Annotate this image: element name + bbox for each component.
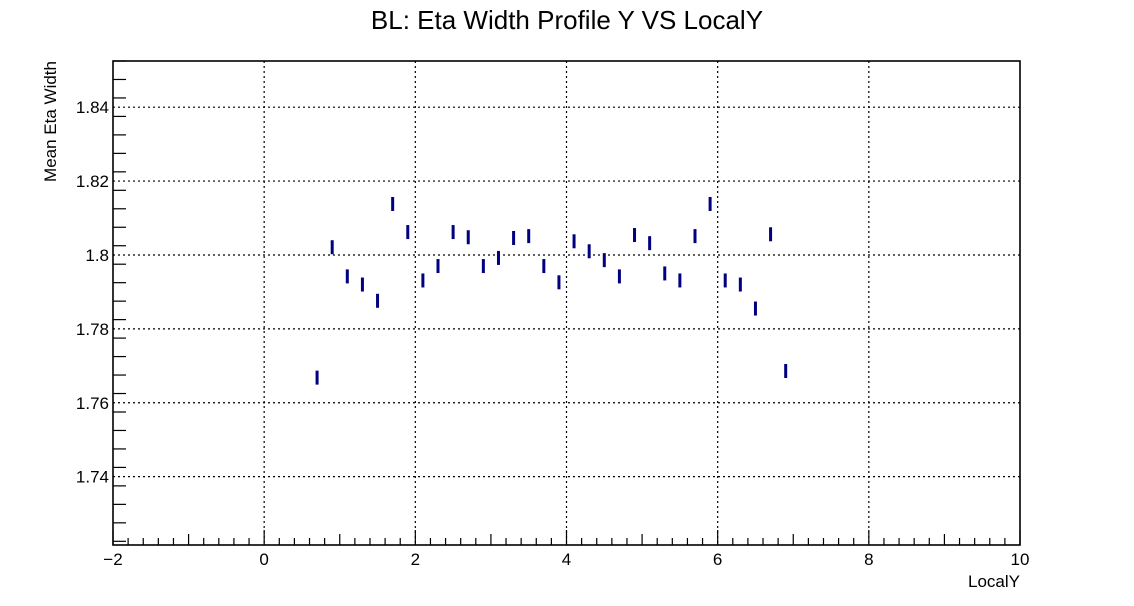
plot-frame bbox=[112, 60, 1021, 546]
data-point bbox=[542, 259, 546, 274]
data-point bbox=[481, 259, 485, 274]
x-tick-label: 4 bbox=[562, 550, 571, 569]
x-tick-label: 6 bbox=[713, 550, 722, 569]
tick-labels: −2 0 2 4 6 8 10 1.74 1.76 1.78 1.8 1.82 1.84 bbox=[76, 98, 1030, 569]
data-point bbox=[663, 266, 667, 281]
data-point bbox=[693, 229, 697, 244]
y-tick-label: 1.78 bbox=[76, 320, 109, 339]
data-point bbox=[451, 225, 455, 240]
data-point bbox=[738, 277, 742, 292]
data-point bbox=[406, 225, 410, 240]
data-point bbox=[784, 363, 788, 378]
data-point bbox=[315, 370, 319, 385]
y-tick-label: 1.8 bbox=[85, 246, 109, 265]
data-point bbox=[436, 259, 440, 274]
x-axis-title: LocalY bbox=[968, 572, 1020, 591]
y-axis-title: Mean Eta Width bbox=[41, 61, 60, 182]
data-point bbox=[587, 244, 591, 259]
data-point bbox=[678, 273, 682, 288]
data-point bbox=[723, 273, 727, 288]
x-tick-label: −2 bbox=[103, 550, 122, 569]
y-tick-label: 1.84 bbox=[76, 98, 109, 117]
data-point bbox=[557, 275, 561, 290]
data-point bbox=[360, 277, 364, 292]
data-point bbox=[527, 229, 531, 244]
data-point bbox=[345, 269, 349, 284]
grid bbox=[113, 61, 1020, 545]
data-point bbox=[617, 269, 621, 284]
data-point bbox=[391, 196, 395, 211]
data-point bbox=[496, 250, 500, 265]
data-point bbox=[708, 196, 712, 211]
data-points bbox=[315, 196, 788, 385]
data-point bbox=[753, 301, 757, 316]
x-tick-label: 8 bbox=[864, 550, 873, 569]
data-point bbox=[330, 240, 334, 255]
data-point bbox=[376, 293, 380, 308]
y-tick-label: 1.74 bbox=[76, 468, 109, 487]
data-point bbox=[648, 236, 652, 251]
data-point bbox=[633, 228, 637, 243]
y-tick-label: 1.76 bbox=[76, 394, 109, 413]
chart-title: BL: Eta Width Profile Y VS LocalY bbox=[371, 5, 763, 35]
x-tick-label: 0 bbox=[259, 550, 268, 569]
x-tick-label: 2 bbox=[411, 550, 420, 569]
x-tick-label: 10 bbox=[1011, 550, 1030, 569]
data-point bbox=[602, 253, 606, 268]
data-point bbox=[421, 273, 425, 288]
y-tick-label: 1.82 bbox=[76, 172, 109, 191]
data-point bbox=[769, 227, 773, 242]
data-point bbox=[512, 230, 516, 245]
data-point bbox=[466, 230, 470, 245]
data-point bbox=[572, 234, 576, 249]
